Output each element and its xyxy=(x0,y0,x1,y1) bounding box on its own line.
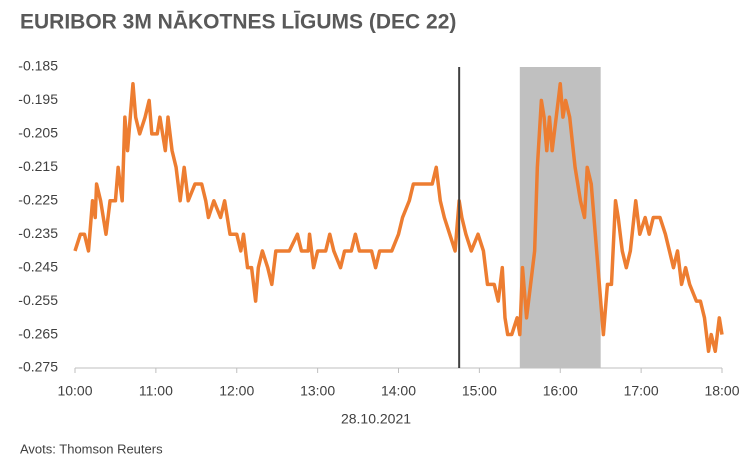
y-tick-label: -0.225 xyxy=(18,191,58,207)
chart-title: EURIBOR 3M NĀKOTNES LĪGUMS (DEC 22) xyxy=(20,11,456,34)
data-line xyxy=(73,81,724,354)
y-tick-label: -0.185 xyxy=(18,58,58,74)
x-tick-label: 17:00 xyxy=(624,383,659,399)
y-tick-label: -0.245 xyxy=(18,258,58,274)
y-tick-label: -0.195 xyxy=(18,91,58,107)
y-tick-label: -0.275 xyxy=(18,359,58,375)
x-tick-label: 15:00 xyxy=(462,383,497,399)
x-tick-label: 18:00 xyxy=(704,383,739,399)
x-tick-label: 12:00 xyxy=(219,383,254,399)
y-tick-label: -0.265 xyxy=(18,325,58,341)
x-axis-label: 28.10.2021 xyxy=(341,411,411,427)
source-note: Avots: Thomson Reuters xyxy=(20,441,163,456)
y-tick-label: -0.205 xyxy=(18,125,58,141)
x-tick-label: 16:00 xyxy=(543,383,578,399)
x-tick-label: 14:00 xyxy=(381,383,416,399)
x-tick-label: 11:00 xyxy=(139,383,173,399)
shaded-region xyxy=(519,67,601,368)
y-tick-label: -0.255 xyxy=(18,292,58,308)
y-tick-label: -0.215 xyxy=(18,158,58,174)
x-tick-label: 10:00 xyxy=(57,383,92,399)
y-tick-label: -0.235 xyxy=(18,225,58,241)
x-tick-label: 13:00 xyxy=(300,383,335,399)
